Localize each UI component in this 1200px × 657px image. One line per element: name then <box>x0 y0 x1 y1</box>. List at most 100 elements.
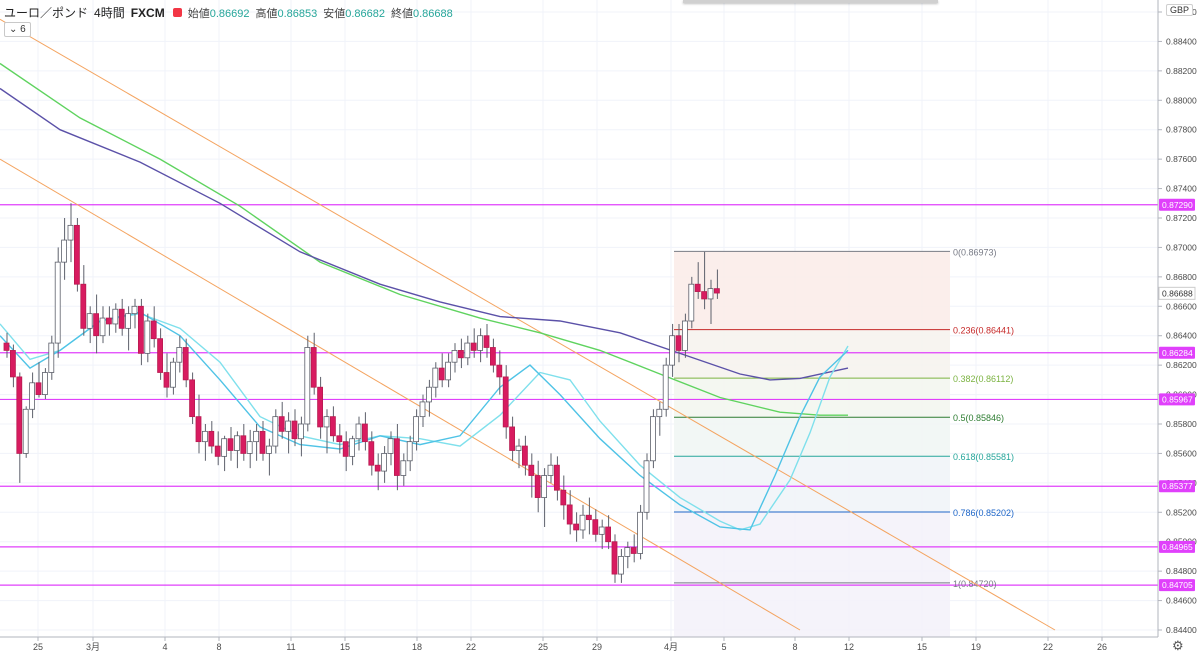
price-tick-label: 0.88200 <box>1166 66 1197 76</box>
candle-body <box>502 376 509 428</box>
level-price-label: 0.85377 <box>1162 481 1193 491</box>
gear-icon[interactable]: ⚙ <box>1172 638 1184 653</box>
fib-level-label: 0.786(0.85202) <box>953 508 1014 518</box>
candle-body <box>169 361 176 388</box>
candle-body <box>42 372 48 395</box>
candle-body <box>336 435 343 443</box>
price-tick-label: 0.85600 <box>1166 448 1197 458</box>
candle-body <box>227 438 234 451</box>
candle-body <box>406 441 413 462</box>
candle-body <box>541 475 547 498</box>
candle-body <box>534 475 541 498</box>
level-price-label: 0.85967 <box>1162 394 1193 404</box>
currency-badge[interactable]: GBP <box>1166 4 1194 16</box>
candle-body <box>598 526 605 535</box>
time-tick-label: 22 <box>1043 642 1053 652</box>
time-tick-label: 15 <box>917 642 927 652</box>
time-tick-label: 8 <box>216 642 221 652</box>
indicator-toggle-button[interactable]: ⌄ 6 <box>4 22 31 37</box>
candle-body <box>22 408 29 454</box>
candle-body <box>278 416 285 432</box>
symbol-legend: ユーロ／ポンド 4時間 FXCM 始値0.86692 高値0.86853 安値0… <box>4 4 453 21</box>
fib-zone <box>674 378 950 418</box>
toolbar-shadow <box>683 0 938 3</box>
candle-body <box>688 283 695 322</box>
channel-lower[interactable] <box>0 158 801 631</box>
candle-body <box>233 435 240 451</box>
candle-body <box>355 423 362 440</box>
candle-body <box>86 313 93 329</box>
candle-body <box>195 416 202 443</box>
candle-body <box>630 547 637 554</box>
candle-body <box>74 224 80 285</box>
candle-body <box>586 514 592 521</box>
candle-body <box>9 350 16 378</box>
price-tick-label: 0.84400 <box>1166 625 1197 635</box>
candle-body <box>182 347 189 381</box>
candle-body <box>528 464 535 476</box>
candle-body <box>470 342 477 351</box>
price-tick-label: 0.88400 <box>1166 36 1197 46</box>
candle-body <box>522 445 528 466</box>
level-price-label: 0.84705 <box>1162 580 1193 590</box>
fib-zone <box>674 582 950 637</box>
candle-body <box>131 305 138 315</box>
open-readout: 始値0.86692 <box>187 7 250 20</box>
candle-body <box>157 338 164 373</box>
candle-body <box>3 342 10 351</box>
candle-body <box>682 320 688 351</box>
timeframe-label[interactable]: 4時間 <box>94 6 125 20</box>
candle-body <box>566 504 573 525</box>
candle-body <box>554 464 560 491</box>
candle-body <box>438 367 445 381</box>
price-tick-label: 0.86400 <box>1166 331 1197 341</box>
ma-green-line <box>0 62 848 416</box>
candle-body <box>413 416 420 443</box>
time-axis[interactable] <box>0 637 1158 657</box>
candle-body <box>592 519 599 535</box>
candle-body <box>35 382 42 395</box>
time-tick-label: 8 <box>792 642 797 652</box>
candle-body <box>669 335 675 366</box>
time-tick-label: 3月 <box>86 642 100 652</box>
candle-body <box>329 416 336 437</box>
time-tick-label: 18 <box>412 642 422 652</box>
candle-body <box>547 464 554 476</box>
candle-body <box>457 350 464 359</box>
candle-body <box>304 347 311 425</box>
candle-body <box>150 320 157 340</box>
level-price-label: 0.87290 <box>1162 200 1193 210</box>
price-tick-label: 0.85200 <box>1166 507 1197 517</box>
candle-body <box>54 261 61 344</box>
candle-body <box>29 382 36 410</box>
fib-zone <box>674 417 950 457</box>
candle-body <box>16 376 23 454</box>
time-tick-label: 25 <box>538 642 548 652</box>
candle-body <box>125 313 131 329</box>
level-price-tag <box>1159 346 1195 359</box>
candle-body <box>342 441 349 457</box>
candle-body <box>483 335 490 348</box>
level-price-tag <box>1159 198 1195 211</box>
candle-body <box>80 283 87 329</box>
candle-body <box>118 308 125 329</box>
time-tick-label: 22 <box>466 642 476 652</box>
candle-body <box>496 364 503 378</box>
candle-body <box>419 401 426 418</box>
candle-body <box>464 342 471 359</box>
candle-body <box>323 416 330 428</box>
candle-body <box>253 430 260 443</box>
candle-body <box>297 423 304 440</box>
candle-body <box>99 317 106 337</box>
fib-zone <box>674 329 950 379</box>
candle-body <box>317 386 324 428</box>
price-tick-label: 0.87800 <box>1166 125 1197 135</box>
candle-body <box>176 347 183 363</box>
candle-body <box>240 435 247 454</box>
fib-level-label: 0.236(0.86441) <box>953 326 1014 336</box>
channel-upper[interactable] <box>0 18 1056 631</box>
symbol-name[interactable]: ユーロ／ポンド <box>4 6 89 20</box>
candle-body <box>662 364 669 410</box>
price-tick-label: 0.86800 <box>1166 272 1197 282</box>
